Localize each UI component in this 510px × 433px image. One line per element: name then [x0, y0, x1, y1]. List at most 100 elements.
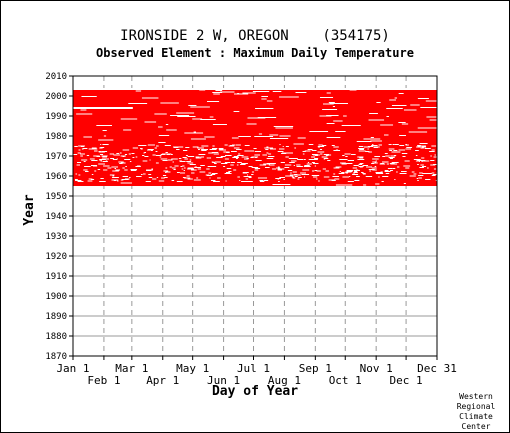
missing-gap [99, 181, 106, 182]
missing-gap [155, 151, 158, 152]
missing-gap [372, 144, 374, 145]
missing-gap [373, 167, 376, 169]
missing-gap [251, 156, 259, 158]
missing-gap [224, 162, 231, 163]
missing-gap [176, 149, 180, 150]
missing-gap [228, 171, 232, 172]
missing-gap [328, 102, 335, 103]
missing-gap [150, 177, 153, 178]
missing-gap [332, 176, 340, 177]
missing-gap [94, 170, 97, 172]
missing-gap [430, 155, 432, 157]
missing-gap [422, 160, 430, 162]
missing-gap [223, 151, 230, 153]
missing-gap [327, 160, 331, 161]
missing-gap [353, 165, 359, 166]
missing-gap [279, 96, 299, 98]
missing-gap [325, 155, 329, 156]
x-tick-label: Dec 31 [417, 362, 457, 375]
missing-gap [81, 159, 88, 161]
missing-gap [115, 169, 121, 171]
missing-gap [237, 162, 242, 163]
missing-gap [381, 181, 384, 182]
missing-gap [374, 156, 381, 157]
missing-gap [111, 179, 119, 181]
missing-gap [235, 144, 241, 146]
missing-gap [189, 159, 192, 161]
missing-gap [266, 146, 269, 148]
missing-gap [427, 167, 429, 169]
missing-gap [281, 152, 287, 154]
missing-gap [124, 169, 128, 171]
missing-gap [149, 159, 151, 161]
missing-gap [304, 174, 310, 175]
missing-gap [163, 170, 169, 172]
missing-gap [282, 146, 284, 147]
missing-gap [419, 172, 423, 174]
missing-gap [261, 177, 268, 179]
missing-gap [251, 167, 259, 168]
missing-gap [358, 166, 364, 167]
missing-gap [329, 154, 332, 156]
missing-gap [232, 157, 239, 158]
missing-gap [358, 150, 366, 152]
missing-gap [339, 171, 341, 172]
missing-gap [356, 176, 358, 177]
missing-gap [102, 130, 107, 131]
missing-gap [101, 158, 108, 160]
missing-gap [160, 102, 179, 104]
missing-gap [120, 162, 126, 164]
missing-gap [162, 160, 168, 161]
missing-gap [417, 159, 420, 160]
missing-gap [186, 161, 192, 162]
missing-gap [271, 163, 276, 164]
missing-gap [112, 159, 117, 160]
missing-gap [296, 164, 301, 166]
missing-gap [257, 117, 277, 118]
missing-gap [363, 138, 381, 140]
missing-gap [347, 181, 354, 182]
missing-gap [342, 176, 350, 178]
missing-gap [323, 158, 329, 159]
missing-gap [284, 167, 290, 168]
missing-gap [156, 177, 159, 178]
missing-gap [236, 164, 239, 166]
missing-gap [83, 169, 88, 171]
missing-gap [312, 170, 315, 172]
missing-gap [340, 162, 346, 164]
missing-gap [343, 115, 347, 117]
missing-gap [375, 172, 379, 173]
y-tick-label: 1880 [45, 332, 67, 342]
missing-gap [393, 150, 398, 151]
missing-gap [91, 174, 94, 175]
missing-gap [148, 149, 154, 150]
missing-gap [370, 140, 382, 142]
missing-gap [244, 176, 252, 177]
missing-gap [188, 162, 194, 164]
missing-gap [88, 178, 93, 180]
missing-gap [158, 126, 163, 128]
missing-gap [280, 162, 285, 163]
missing-gap [394, 144, 399, 145]
missing-gap [186, 175, 190, 177]
missing-gap [417, 146, 421, 148]
x-tick-label: Jun 1 [207, 374, 240, 387]
missing-gap [421, 161, 423, 162]
missing-gap [357, 159, 365, 160]
missing-gap [300, 172, 307, 174]
missing-gap [314, 175, 320, 176]
y-tick-label: 1940 [45, 212, 67, 222]
missing-gap [185, 155, 188, 156]
missing-gap [297, 178, 300, 180]
missing-gap [319, 149, 323, 150]
missing-gap [398, 122, 406, 123]
missing-gap [213, 93, 220, 95]
missing-gap [312, 176, 318, 178]
missing-gap [236, 149, 242, 150]
missing-gap [172, 161, 174, 163]
missing-gap [187, 162, 189, 164]
x-tick-label: May 1 [176, 362, 209, 375]
missing-gap [129, 161, 132, 162]
missing-gap [122, 176, 129, 177]
missing-gap [83, 161, 86, 162]
